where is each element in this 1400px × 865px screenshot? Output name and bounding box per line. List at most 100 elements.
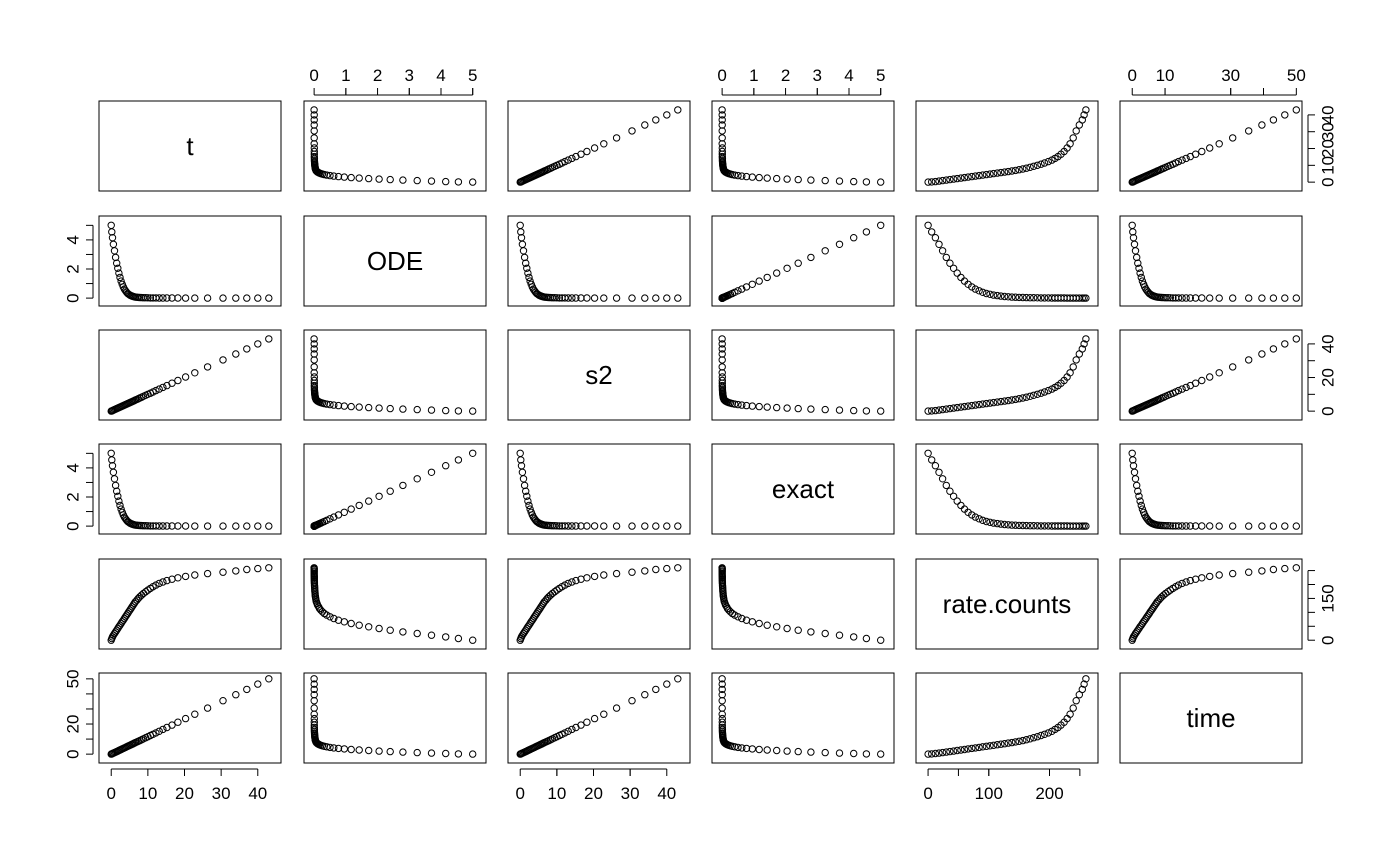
panel-border [711, 672, 895, 764]
data-point [1026, 735, 1034, 743]
panel-border [507, 672, 691, 764]
data-point [612, 522, 621, 530]
data-point [386, 487, 394, 495]
data-point [755, 745, 763, 754]
data-point [1166, 294, 1175, 302]
data-point [427, 749, 436, 757]
data-point [807, 405, 815, 413]
data-point [219, 356, 227, 364]
data-point [427, 468, 436, 476]
data-point [454, 750, 463, 758]
data-point [748, 745, 756, 753]
data-point [365, 174, 373, 183]
tick-label: 2 [64, 492, 83, 501]
data-point [1033, 733, 1042, 741]
panel-t-vs-t: t [98, 100, 282, 192]
data-point [1130, 468, 1139, 476]
data-point [935, 406, 943, 414]
data-point [960, 402, 969, 411]
data-point [155, 385, 163, 393]
data-point [163, 576, 171, 585]
data-point [928, 750, 936, 758]
data-point [590, 714, 599, 723]
data-point [1174, 294, 1183, 302]
data-point [413, 176, 421, 185]
data-point [243, 685, 251, 694]
data-point [518, 468, 527, 476]
panel-s2-vs-time [1119, 329, 1303, 421]
data-point [1269, 116, 1278, 124]
data-point [600, 571, 608, 579]
data-point [564, 156, 572, 164]
data-point [953, 269, 961, 277]
panel-border [507, 215, 691, 307]
data-point [386, 747, 394, 756]
data-point [1037, 294, 1045, 302]
data-point [946, 747, 954, 756]
data-point [1245, 127, 1253, 135]
data-point [663, 680, 671, 688]
data-point [877, 178, 885, 186]
data-point [946, 175, 954, 184]
data-point [548, 522, 557, 530]
data-point [960, 173, 969, 182]
data-point [641, 294, 649, 302]
tick-label: 0 [717, 66, 726, 85]
data-point [957, 174, 965, 182]
data-point [938, 247, 947, 255]
data-point [1229, 294, 1237, 302]
data-point [993, 398, 1001, 406]
data-point [1174, 522, 1183, 530]
data-point [946, 487, 954, 495]
data-point [982, 399, 991, 408]
panel-border [711, 329, 895, 421]
data-point [931, 749, 940, 758]
panel-border [98, 558, 282, 650]
data-point [203, 522, 212, 530]
data-point [1008, 167, 1016, 175]
data-point [1078, 345, 1087, 353]
data-point [742, 401, 751, 410]
panel-s2-vs-t [98, 329, 282, 421]
panel-border [98, 672, 282, 764]
data-point [718, 340, 726, 348]
data-point [254, 294, 262, 302]
data-point [553, 522, 561, 530]
data-point [1022, 293, 1031, 302]
panel-border [915, 672, 1099, 764]
tick-label: 0 [923, 784, 932, 803]
data-point [232, 522, 240, 530]
data-point [1080, 680, 1088, 688]
data-point [310, 106, 318, 114]
data-point [1135, 264, 1143, 272]
data-point [718, 376, 726, 385]
data-point [748, 402, 756, 410]
data-point [454, 407, 463, 415]
data-point [310, 710, 318, 718]
data-point [964, 745, 972, 753]
data-point [110, 475, 119, 483]
data-point [986, 518, 994, 526]
data-point [628, 127, 636, 135]
data-point [1206, 373, 1214, 381]
data-point [718, 685, 726, 694]
data-point [1026, 392, 1034, 400]
data-point [347, 745, 355, 754]
data-point [928, 456, 936, 464]
data-point [1178, 579, 1186, 588]
data-point [365, 746, 373, 755]
data-point [1198, 376, 1206, 385]
data-point [442, 406, 450, 415]
data-point [862, 750, 871, 758]
data-point [938, 176, 947, 185]
data-point [862, 407, 871, 415]
data-point [1008, 396, 1016, 404]
data-point [1182, 383, 1190, 392]
data-point [310, 345, 318, 353]
data-point [718, 106, 726, 114]
data-point [115, 269, 123, 277]
data-point [949, 175, 958, 183]
panel-border [98, 329, 282, 421]
tick-label: 2 [64, 264, 83, 273]
data-point [583, 294, 591, 302]
